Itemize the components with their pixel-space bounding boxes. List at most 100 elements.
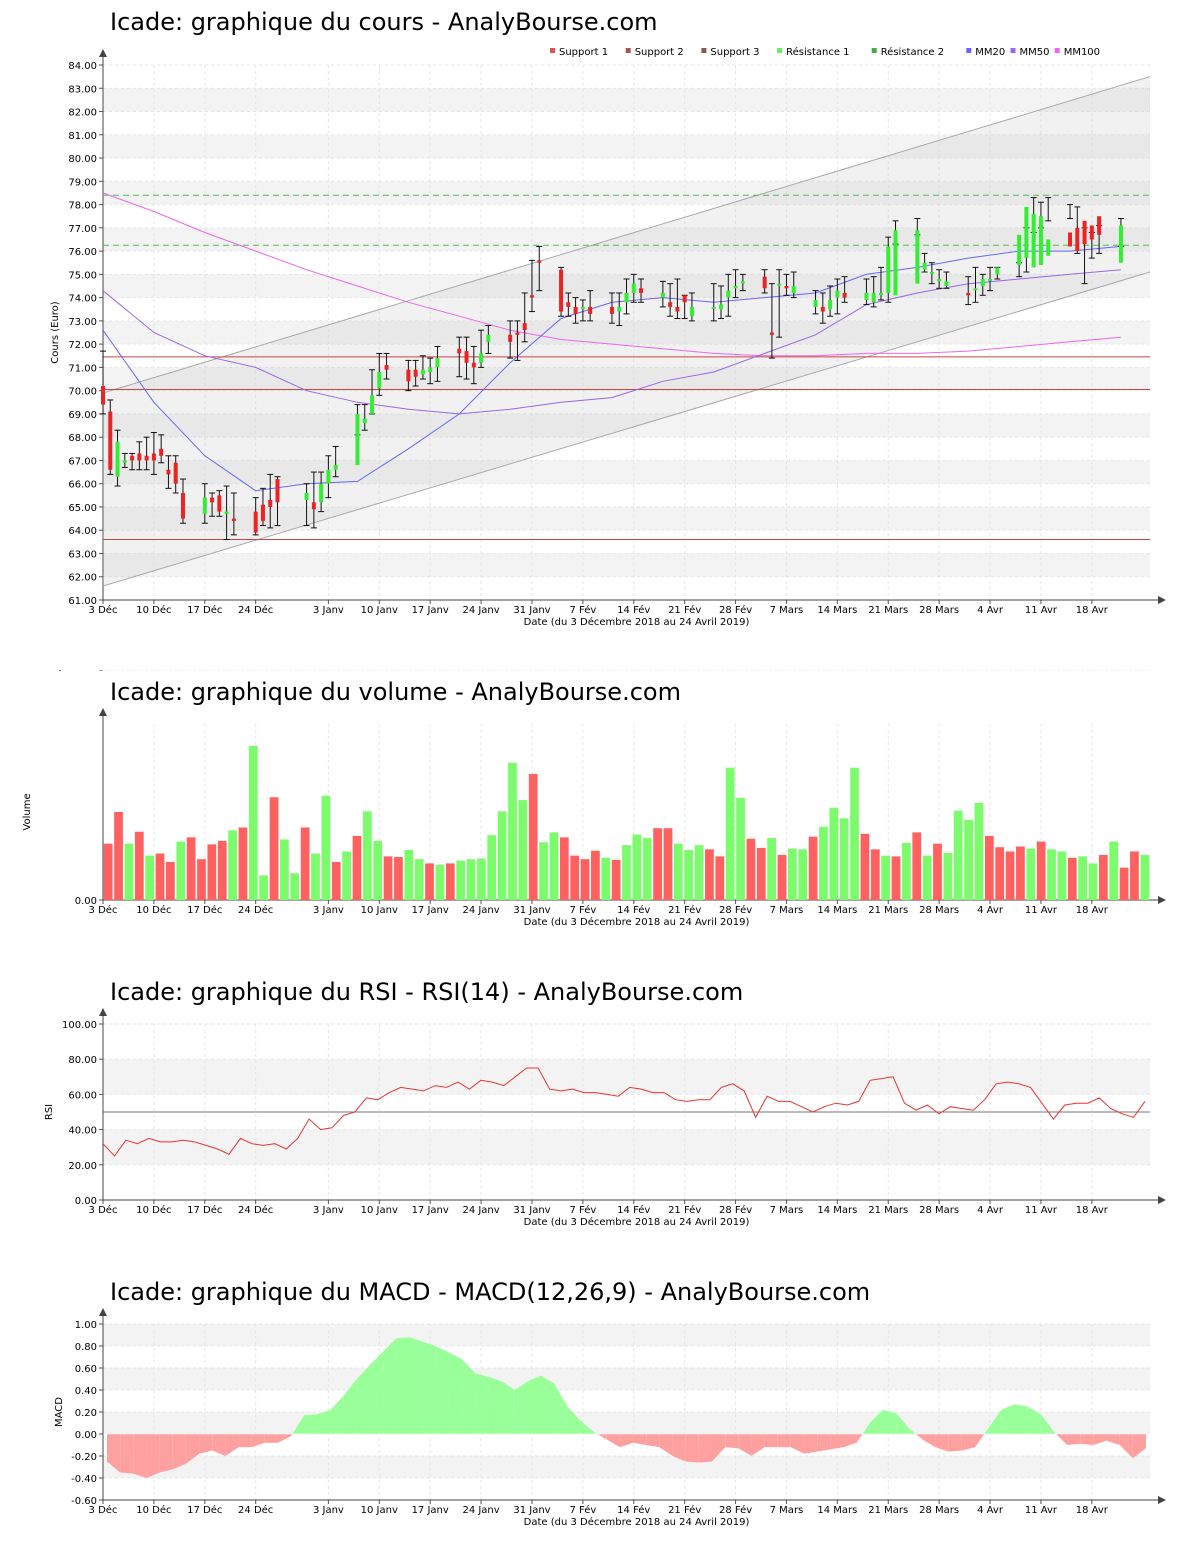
- candle-body: [893, 230, 898, 296]
- candle-body: [878, 292, 883, 296]
- candle-body: [464, 351, 469, 363]
- macd-area-segment: [514, 1381, 528, 1434]
- mm50-line: [102, 269, 1121, 415]
- volume-bar: [300, 827, 310, 900]
- volume-bar: [746, 838, 756, 900]
- y-tick-label: 82.00: [68, 108, 97, 119]
- macd-area-segment: [685, 1434, 699, 1463]
- x-tick-label: 14 Fév: [617, 1204, 650, 1216]
- candle-body: [108, 411, 113, 470]
- candle-body: [355, 413, 360, 466]
- y-tick-label: 0.00: [75, 1430, 97, 1441]
- y-tick-label: 84.00: [68, 61, 97, 72]
- candle-body: [406, 369, 411, 382]
- volume-bar: [487, 835, 497, 900]
- macd-area-segment: [1056, 1434, 1068, 1445]
- x-tick-label: 21 Fév: [668, 604, 701, 616]
- candle-body: [929, 272, 934, 275]
- volume-bar: [269, 797, 279, 900]
- x-axis-label: Date (du 3 Décembre 2018 au 24 Avril 201…: [524, 1216, 750, 1228]
- candle-body: [791, 285, 796, 293]
- legend-swatch: [701, 48, 707, 53]
- x-tick-label: 31 Janv: [513, 905, 550, 916]
- volume-bar: [404, 850, 414, 900]
- volume-bar: [280, 839, 289, 900]
- candle-body: [1082, 220, 1087, 245]
- candle-body: [384, 365, 389, 370]
- x-axis-arrow: [1158, 596, 1166, 604]
- volume-bar: [1047, 849, 1056, 900]
- macd-area-segment: [212, 1434, 226, 1456]
- y-tick-label: 74.00: [68, 294, 97, 305]
- x-tick-label: 28 Mars: [919, 605, 959, 616]
- candle-body: [988, 279, 993, 281]
- x-tick-label: 17 Janv: [412, 1205, 449, 1216]
- volume-bar: [103, 843, 113, 900]
- volume-bar: [591, 850, 600, 900]
- volume-bar: [725, 767, 735, 900]
- macd-area-segment: [567, 1406, 581, 1434]
- macd-area-segment: [915, 1434, 923, 1440]
- macd-area-segment: [830, 1434, 844, 1450]
- volume-bar: [1130, 851, 1139, 900]
- volume-bar: [798, 849, 808, 900]
- candle-body: [559, 269, 564, 312]
- volume-bar: [642, 838, 652, 900]
- y-tick-label: 80.00: [68, 154, 97, 165]
- macd-area-segment: [317, 1409, 331, 1434]
- macd-area-segment: [264, 1434, 278, 1443]
- x-tick-label: 17 Déc: [187, 1504, 222, 1516]
- x-tick-label: 28 Mars: [919, 905, 959, 916]
- candle-body: [522, 323, 527, 331]
- candle-body: [886, 246, 891, 293]
- macd-panel: Icade: graphique du MACD - MACD(12,26,9)…: [0, 1270, 1200, 1550]
- y-tick-label: 200,000.00: [40, 670, 97, 673]
- candle-body: [1017, 234, 1022, 266]
- volume-bar: [435, 864, 445, 900]
- volume-bar: [808, 836, 818, 900]
- candle-body: [813, 299, 818, 307]
- macd-area-segment: [159, 1434, 173, 1473]
- candle-body: [973, 288, 978, 291]
- macd-area-segment: [869, 1409, 883, 1434]
- macd-area-segment: [225, 1434, 239, 1456]
- y-tick-label: 63.00: [68, 549, 97, 560]
- volume-bar: [176, 841, 186, 900]
- candle-body: [711, 306, 716, 309]
- candle-body: [1075, 227, 1080, 252]
- x-tick-label: 10 Janv: [361, 605, 398, 616]
- volume-bar: [891, 856, 901, 900]
- volume-bar: [1078, 856, 1088, 900]
- x-tick-label: 31 Janv: [513, 1505, 550, 1516]
- candle-body: [980, 279, 985, 286]
- macd-area-segment: [738, 1434, 752, 1456]
- candle-body: [609, 306, 614, 314]
- x-tick-label: 14 Mars: [817, 905, 857, 916]
- y-tick-label: 76.00: [68, 247, 97, 258]
- candle-body: [166, 469, 171, 475]
- candle-body: [268, 499, 273, 507]
- y-tick-label: 73.00: [68, 317, 97, 328]
- volume-bar: [933, 843, 942, 900]
- x-tick-label: 14 Fév: [617, 1504, 650, 1516]
- volume-bar: [124, 843, 134, 900]
- candle-body: [835, 290, 840, 298]
- x-tick-label: 11 Avr: [1025, 1505, 1058, 1516]
- legend-swatch: [777, 48, 783, 53]
- macd-area-segment: [554, 1383, 568, 1434]
- volume-bar: [518, 800, 528, 900]
- x-tick-label: 4 Avr: [977, 1205, 1004, 1216]
- x-tick-label: 3 Janv: [313, 1505, 344, 1516]
- volume-bar: [445, 863, 455, 900]
- volume-bar: [497, 811, 507, 900]
- grid-band: [103, 1324, 1150, 1346]
- volume-bar: [611, 859, 621, 900]
- volume-bar: [570, 855, 580, 900]
- candle-body: [457, 348, 462, 354]
- volume-bar: [777, 854, 787, 900]
- candle-body: [122, 460, 127, 463]
- candle-body: [144, 455, 149, 461]
- x-tick-label: 3 Janv: [313, 905, 344, 916]
- volume-bar: [839, 818, 849, 900]
- macd-area-segment: [633, 1434, 647, 1445]
